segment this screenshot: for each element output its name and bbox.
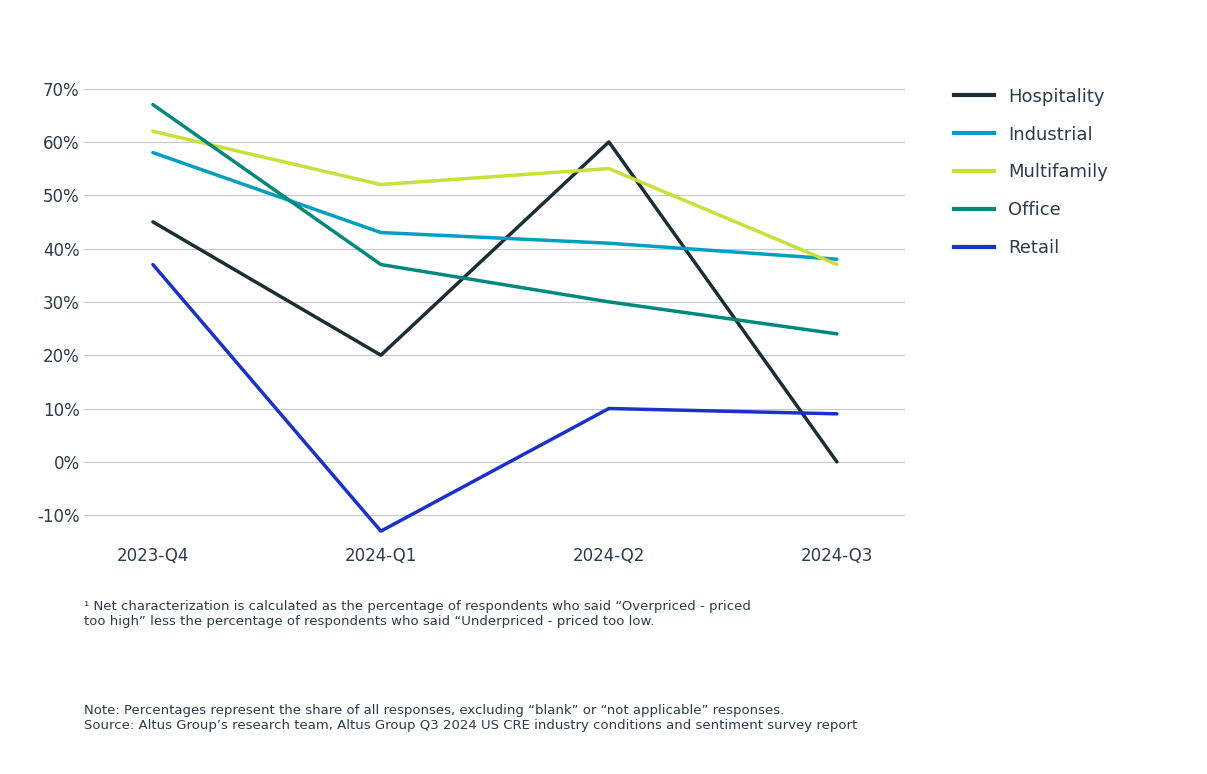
- Legend: Hospitality, Industrial, Multifamily, Office, Retail: Hospitality, Industrial, Multifamily, Of…: [947, 80, 1115, 265]
- Text: Note: Percentages represent the share of all responses, excluding “blank” or “no: Note: Percentages represent the share of…: [84, 704, 858, 732]
- Text: ¹ Net characterization is calculated as the percentage of respondents who said “: ¹ Net characterization is calculated as …: [84, 600, 752, 628]
